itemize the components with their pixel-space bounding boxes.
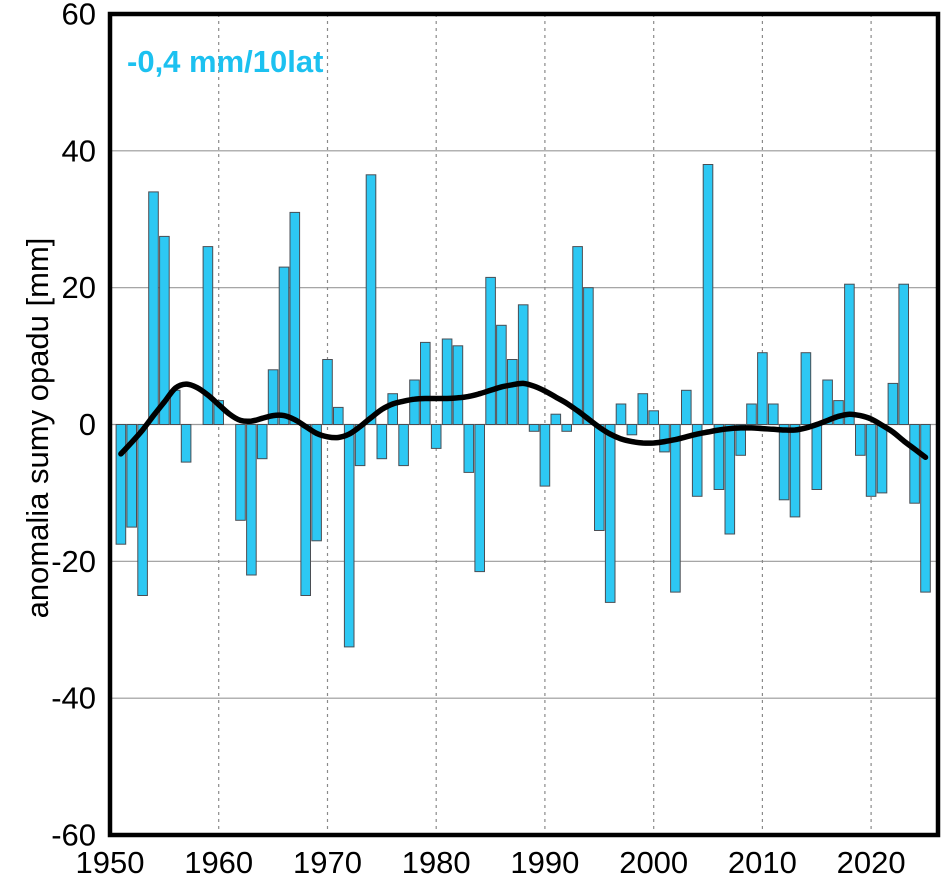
anomaly-bar-1955 <box>159 235 170 425</box>
anomaly-bar-2011 <box>768 403 779 425</box>
anomaly-bar-2018 <box>844 283 855 426</box>
anomaly-bar-1962 <box>235 424 246 521</box>
anomaly-bar-2005 <box>702 164 714 425</box>
anomaly-bar-1998 <box>626 424 638 436</box>
anomaly-bar-2020 <box>865 424 877 497</box>
anomaly-bar-1982 <box>452 345 464 425</box>
anomaly-bar-1997 <box>615 403 627 425</box>
anomaly-bar-1977 <box>398 424 409 467</box>
anomaly-bar-2007 <box>724 424 736 535</box>
anomaly-bar-1954 <box>148 191 159 425</box>
anomaly-bar-2017 <box>833 400 844 426</box>
anomaly-bar-1951 <box>115 424 127 545</box>
anomaly-bar-2023 <box>898 283 910 426</box>
anomaly-bar-2021 <box>876 424 888 494</box>
anomaly-bar-2010 <box>757 352 768 426</box>
anomaly-bar-1975 <box>376 424 388 460</box>
anomaly-bar-1981 <box>441 338 453 425</box>
anomaly-bar-2003 <box>681 389 692 425</box>
anomaly-bar-1952 <box>126 424 138 528</box>
anomaly-bar-1992 <box>561 424 573 432</box>
anomaly-bar-1963 <box>246 424 257 576</box>
anomaly-bar-1985 <box>485 276 496 425</box>
y-tick-label-20: 20 <box>62 270 96 305</box>
anomaly-bar-2016 <box>822 379 833 425</box>
anomaly-bar-1996 <box>604 424 616 603</box>
anomaly-bar-2013 <box>789 424 801 518</box>
trend-label: -0,4 mm/10lat <box>127 44 324 79</box>
anomaly-bar-1994 <box>583 287 594 426</box>
y-tick-label-40: 40 <box>62 133 96 168</box>
anomaly-bar-2019 <box>855 424 866 456</box>
x-tick-label-2020: 2020 <box>837 845 906 880</box>
anomaly-bar-1976 <box>387 393 398 426</box>
y-tick-label-60: 60 <box>62 0 96 32</box>
anomaly-bar-1972 <box>343 424 355 648</box>
y-tick-label--20: -20 <box>51 544 96 579</box>
anomaly-bar-1968 <box>300 424 311 596</box>
anomaly-bar-1953 <box>137 424 148 596</box>
anomaly-bar-2002 <box>670 424 681 593</box>
anomaly-bar-2025 <box>920 424 931 593</box>
anomaly-bar-1980 <box>430 424 442 449</box>
y-axis-title: anomalia sumy opadu [mm] <box>20 237 55 619</box>
x-tick-label-2000: 2000 <box>619 845 688 880</box>
x-tick-label-1990: 1990 <box>510 845 579 880</box>
anomaly-bar-2009 <box>746 403 757 425</box>
anomaly-bar-2022 <box>887 382 899 425</box>
anomaly-bar-1959 <box>202 246 214 425</box>
anomaly-bar-2008 <box>735 424 747 456</box>
anomaly-bar-1999 <box>637 393 649 426</box>
anomaly-bar-1991 <box>550 413 562 426</box>
x-tick-label-2010: 2010 <box>728 845 797 880</box>
anomaly-bar-1965 <box>267 369 279 425</box>
anomaly-bar-2001 <box>659 424 670 453</box>
anomaly-bar-1987 <box>507 359 518 425</box>
anomaly-bar-1993 <box>572 246 583 425</box>
anomaly-bar-2015 <box>811 424 823 490</box>
anomaly-bar-1984 <box>474 424 485 573</box>
plot-frame <box>107 11 941 838</box>
anomaly-bar-1957 <box>180 424 192 463</box>
anomaly-bar-1969 <box>311 424 322 542</box>
anomaly-bar-1995 <box>594 424 605 531</box>
anomaly-bar-2000 <box>648 410 660 425</box>
y-tick-label--40: -40 <box>51 681 96 716</box>
y-tick-label--60: -60 <box>51 818 96 853</box>
trend-curve <box>118 380 929 461</box>
anomaly-bar-1966 <box>278 266 290 425</box>
x-tick-label-1960: 1960 <box>184 845 253 880</box>
anomaly-bar-1979 <box>420 341 431 425</box>
anomaly-bar-1964 <box>256 424 268 460</box>
x-tick-label-1970: 1970 <box>293 845 362 880</box>
anomaly-bar-1967 <box>289 211 301 425</box>
anomaly-bar-2004 <box>691 424 703 497</box>
x-tick-label-1980: 1980 <box>402 845 471 880</box>
anomaly-bar-2012 <box>778 424 790 501</box>
anomaly-bar-1971 <box>333 406 344 425</box>
anomaly-bar-1990 <box>539 424 551 487</box>
anomaly-bar-1988 <box>517 304 529 425</box>
y-tick-label-0: 0 <box>79 407 96 442</box>
anomaly-bar-2014 <box>800 352 812 426</box>
anomaly-bar-1974 <box>365 174 377 425</box>
x-tick-label-1950: 1950 <box>76 845 145 880</box>
anomaly-bar-1983 <box>463 424 475 473</box>
anomaly-bar-1986 <box>496 324 507 425</box>
anomaly-bar-1989 <box>528 424 540 432</box>
anomaly-bar-2024 <box>909 424 920 504</box>
anomaly-bar-1970 <box>322 359 333 425</box>
anomaly-bar-2006 <box>713 424 725 490</box>
